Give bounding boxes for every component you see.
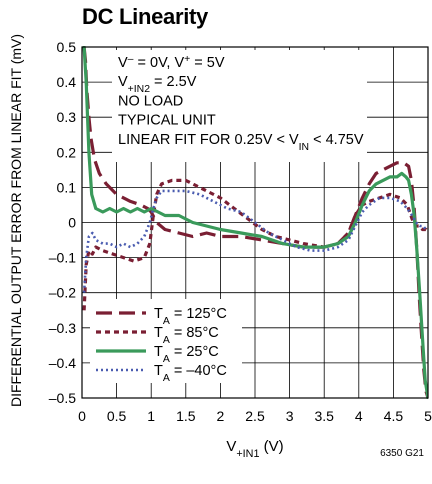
x-tick-label: 5 [424,408,432,424]
x-tick-label: 3 [286,408,294,424]
legend-label: TA = 125°C [154,306,227,327]
plot-border [81,46,429,399]
y-tick-label: –0.3 [49,320,76,336]
legend-background [90,299,242,383]
y-tick-label: 0.1 [57,179,77,195]
series-line-2 [82,46,428,399]
series-line-1 [82,178,428,311]
y-tick-label: 0.3 [57,109,77,125]
x-tick-label: 0 [78,408,86,424]
legend-label: TA = 85°C [154,325,219,346]
x-tick-label: 1.5 [176,408,196,424]
y-axis-label: DIFFERENTIAL OUTPUT ERROR FROM LINEAR FI… [8,34,24,407]
annotation-line: LINEAR FIT FOR 0.25V < VIN < 4.75V [118,132,364,153]
x-tick-label: 4.5 [384,408,404,424]
y-tick-label: –0.5 [49,390,76,406]
figure-number: 6350 G21 [380,448,424,459]
annotation-background [112,50,367,162]
series-line-3 [82,189,428,293]
series-lines [82,46,428,399]
annotation-line: NO LOAD [118,93,183,109]
y-tick-label: 0 [68,215,76,231]
x-tick-label: 2.5 [245,408,265,424]
x-tick-label: 3.5 [314,408,334,424]
plot-frame [81,46,429,399]
y-tick-label: 0.2 [57,144,77,160]
chart-title: DC Linearity [82,4,208,29]
annotation-line: V– = 0V, V+ = 5V [118,54,225,72]
x-tick-label: 1 [147,408,155,424]
legend-label: TA = –40°C [154,363,227,384]
y-tick-label: –0.1 [49,250,76,266]
x-tick-label: 2 [217,408,225,424]
axes: 0 0.5 1 1.5 2 2.5 3 3.5 4 4.5 50.50.40.30.20.10–0.… [8,34,432,460]
annotation-line: V+IN2 = 2.5V [118,74,197,95]
x-tick-label: 4 [355,408,363,424]
x-tick-label: 0.5 [107,408,127,424]
y-tick-label: –0.4 [49,355,76,371]
y-tick-label: –0.2 [49,285,76,301]
annotation-line: TYPICAL UNIT [118,113,216,129]
legend: TA = 125°CTA = 85°CTA = 25°CTA = –40°C [90,299,242,384]
legend-label: TA = 25°C [154,344,219,365]
x-axis-label: V+IN1 (V) [226,438,283,460]
y-tick-label: 0.4 [57,74,77,90]
y-tick-label: 0.5 [57,39,77,55]
